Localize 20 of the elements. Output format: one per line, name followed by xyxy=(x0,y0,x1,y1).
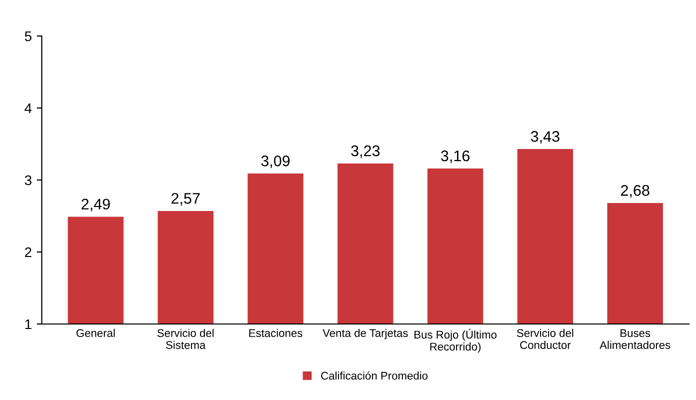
y-tick-label: 3 xyxy=(24,175,32,186)
legend-label: Calificación Promedio xyxy=(321,371,428,380)
data-label: 3,23 xyxy=(351,145,380,158)
data-label: 2,57 xyxy=(172,192,200,206)
y-tick-label: 5 xyxy=(24,31,32,42)
data-label: 3,43 xyxy=(530,131,560,144)
data-label: 2,68 xyxy=(621,185,650,198)
y-tick-label: 4 xyxy=(24,103,32,114)
x-tick-label: Servicio del Sistema xyxy=(157,328,214,349)
data-label: 3,09 xyxy=(261,156,290,168)
data-label: 2,49 xyxy=(82,198,110,212)
x-tick-label: Buses Alimentadores xyxy=(600,329,670,349)
x-tick-label: Estaciones xyxy=(249,328,302,338)
data-label: 3,16 xyxy=(441,150,470,164)
x-tick-label: Venta de Tarjetas xyxy=(322,328,408,340)
x-tick-label: Servicio del Conductor xyxy=(516,328,574,349)
x-tick-label: General xyxy=(76,328,115,338)
x-tick-label: Bus Rojo (Último Recorrido) xyxy=(414,328,497,353)
y-tick-label: 2 xyxy=(25,247,32,258)
y-tick-label: 1 xyxy=(25,319,32,330)
